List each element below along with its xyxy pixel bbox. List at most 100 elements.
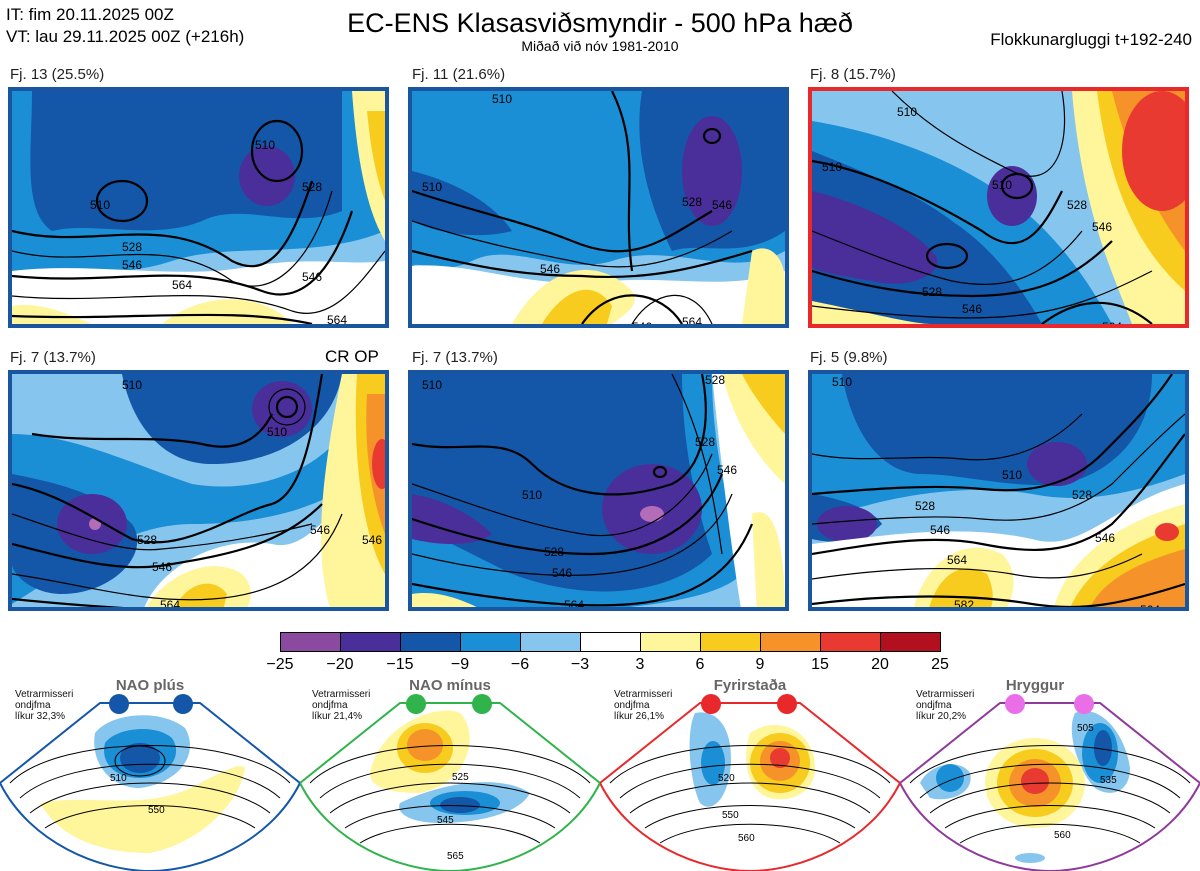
contour-label: 510 [1002, 468, 1022, 482]
contour-label: 564 [682, 315, 702, 324]
colorbar-swatch [580, 632, 641, 652]
regime-map: 520 550 560 [600, 702, 900, 871]
contour-label: 564 [564, 598, 584, 611]
colorbar-tick: −20 [326, 656, 354, 673]
regime-marker [1005, 694, 1025, 714]
months-label: ondjfma [15, 700, 51, 711]
contour-label: 510 [422, 378, 442, 392]
colorbar-swatch [340, 632, 401, 652]
contour-label: 546 [1095, 531, 1115, 545]
months-label: ondjfma [916, 700, 952, 711]
panel-5-label: Fj. 7 (13.7%) [412, 349, 498, 366]
contour-label: 546 [152, 560, 172, 574]
probability-label: líkur 20,2% [916, 711, 967, 722]
contour-label: 564 [990, 323, 1010, 324]
season-label: Vetrarmisseri [614, 689, 673, 700]
valid-time: VT: lau 29.11.2025 00Z (+216h) [6, 27, 245, 46]
contour-label: 546 [552, 566, 572, 580]
contour-label: 582 [954, 598, 974, 611]
anomaly-map: 510 510 528 546 564 564 546 528 510 [812, 91, 1185, 324]
months-label: ondjfma [614, 700, 650, 711]
regime-title: Fyrirstaða [713, 677, 787, 694]
contour-label: 546 [362, 533, 382, 547]
contour-label: 545 [437, 815, 454, 826]
contour-label: 510 [822, 160, 842, 174]
regime-marker [406, 694, 426, 714]
contour-label: 510 [832, 375, 852, 389]
contour-label: 546 [1092, 220, 1112, 234]
colorbar-tick: −3 [570, 656, 590, 673]
colorbar-swatch [760, 632, 821, 652]
colorbar-tick: 6 [695, 656, 705, 673]
regime-title: NAO mínus [409, 677, 491, 694]
contour-label: 565 [447, 851, 464, 862]
regime-marker [1074, 694, 1094, 714]
regime-marker [109, 694, 129, 714]
contour-label: 528 [122, 240, 142, 254]
colorbar-tick: 20 [871, 656, 889, 673]
contour-label: 505 [1077, 723, 1094, 734]
regime-map: 505 535 560 [900, 702, 1200, 871]
contour-label: 510 [492, 92, 512, 106]
contour-label: 528 [915, 499, 935, 513]
contour-label: 510 [122, 378, 142, 392]
contour-label: 510 [255, 138, 275, 152]
contour-label: 564 [160, 598, 180, 611]
regime-blocking: Vetrarmisseri ondjfma líkur 26,1% Fyrirs… [600, 673, 900, 871]
initial-time: IT: fim 20.11.2025 00Z [6, 5, 174, 24]
probability-label: líkur 32,3% [15, 711, 66, 722]
regime-info: Vetrarmisseri ondjfma líkur 32,3% [15, 689, 73, 722]
contour-label: 560 [1054, 830, 1071, 841]
colorbar-tick: 15 [811, 656, 829, 673]
contour-label: 564 [1102, 320, 1122, 324]
contour-label: 546 [632, 320, 652, 324]
colorbar-tick: −6 [510, 656, 530, 673]
panel-6-label: Fj. 5 (9.8%) [810, 349, 888, 366]
panel-2-label: Fj. 11 (21.6%) [412, 66, 506, 83]
cluster-map-6: 510 510 528 546 564 582 564 546 528 [808, 370, 1189, 611]
contour-label: 528 [544, 545, 564, 559]
contour-label: 528 [1067, 198, 1087, 212]
contour-label: 510 [897, 105, 917, 119]
colorbar-tick: 9 [755, 656, 765, 673]
regime-info: Vetrarmisseri ondjfma líkur 20,2% [916, 689, 974, 722]
regime-map: 510 550 [0, 702, 300, 871]
contour-label: 564 [172, 278, 192, 292]
contour-label: 510 [522, 488, 542, 502]
anomaly-map: 510 510 528 546 564 546 528 528 [412, 374, 785, 611]
cluster-map-2: 510 510 528 546 546 564 546 [408, 87, 789, 328]
anomaly-map: 510 510 528 546 546 564 546 [412, 91, 785, 324]
regime-title: NAO plús [115, 677, 185, 694]
header-times: IT: fim 20.11.2025 00Z VT: lau 29.11.202… [6, 4, 244, 48]
colorbar-swatch [700, 632, 761, 652]
contour-label: 528 [705, 374, 725, 387]
contour-label: 564 [947, 553, 967, 567]
contour-label: 528 [302, 180, 322, 194]
colorbar-swatch [820, 632, 881, 652]
contour-label: 510 [422, 180, 442, 194]
regime-nao-minus: Vetrarmisseri ondjfma líkur 21,4% NAO mí… [300, 673, 600, 871]
anomaly-map: 510 510 528 546 564 564 546 528 [12, 91, 385, 324]
contour-label: 546 [310, 523, 330, 537]
season-label: Vetrarmisseri [15, 689, 74, 700]
contour-label: 546 [302, 270, 322, 284]
contour-label: 564 [327, 313, 347, 324]
contour-label: 525 [452, 772, 469, 783]
colorbar-swatch [640, 632, 701, 652]
months-label: ondjfma [312, 700, 348, 711]
page-subtitle: Miðað við nóv 1981-2010 [521, 38, 679, 54]
page-title: EC-ENS Klasasviðsmyndir - 500 hPa hæð [347, 8, 853, 38]
regime-marker [173, 694, 193, 714]
colorbar-tick: 3 [635, 656, 645, 673]
panel-4-tag: CR OP [325, 347, 379, 366]
contour-label: 520 [718, 773, 735, 784]
regime-info: Vetrarmisseri ondjfma líkur 26,1% [614, 689, 672, 722]
regime-marker [777, 694, 797, 714]
classification-window: Flokkunargluggi t+192-240 [990, 30, 1192, 49]
contour-label: 535 [1100, 775, 1117, 786]
season-label: Vetrarmisseri [916, 689, 975, 700]
colorbar-tick: 25 [931, 656, 949, 673]
contour-label: 546 [930, 523, 950, 537]
season-label: Vetrarmisseri [312, 689, 371, 700]
panel-3-label: Fj. 8 (15.7%) [810, 66, 896, 83]
